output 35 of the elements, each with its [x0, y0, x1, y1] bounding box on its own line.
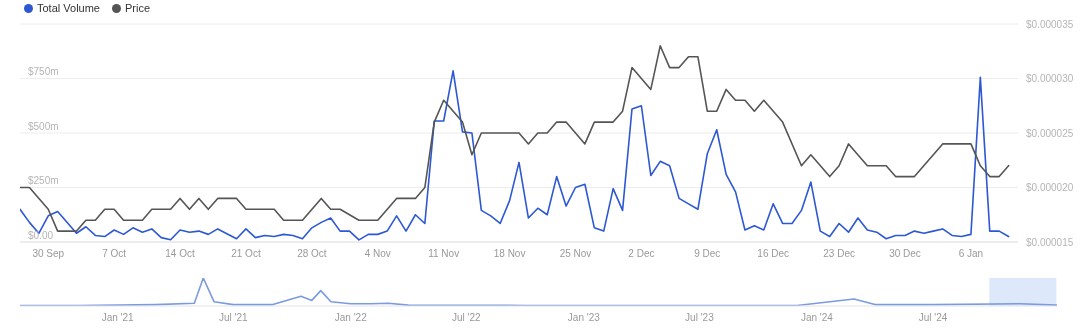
x-tick-label: Jan '23 [567, 312, 601, 324]
x-tick-label: Jul '21 [218, 312, 249, 324]
y2-tick-label: $0.000035 [1026, 18, 1074, 30]
x-tick-label: 30 Sep [32, 248, 65, 260]
x-tick-label: 14 Oct [165, 248, 195, 260]
x-tick-label: 21 Oct [231, 248, 261, 260]
x-tick-label: 9 Dec [694, 248, 721, 260]
x-tick-label: 18 Nov [493, 248, 526, 260]
x-tick-label: Jul '24 [918, 312, 948, 324]
y2-tick-label: $0.000030 [1026, 73, 1074, 85]
x-tick-label: 25 Nov [559, 248, 592, 260]
x-tick-label: 7 Oct [102, 248, 127, 260]
legend-label: Total Volume [37, 2, 100, 14]
x-tick-label: 11 Nov [428, 248, 460, 260]
y2-tick-label: $0.000025 [1026, 127, 1074, 139]
x-tick-label: Jul '23 [685, 312, 715, 324]
y-tick-label: $500m [28, 120, 59, 132]
x-tick-label: 16 Dec [757, 248, 790, 260]
y-tick-label: $0.00 [28, 229, 54, 241]
x-tick-label: Jan '21 [101, 312, 135, 324]
x-tick-label: 23 Dec [823, 248, 855, 260]
x-tick-label: 30 Dec [889, 248, 921, 260]
x-tick-label: 6 Jan [958, 248, 984, 260]
x-tick-label: Jul '22 [452, 312, 482, 324]
x-tick-label: Jan '24 [800, 312, 834, 324]
y-tick-label: $250m [28, 175, 59, 187]
x-tick-label: 2 Dec [628, 248, 655, 260]
y2-tick-label: $0.000015 [1026, 236, 1074, 248]
y-tick-label: $750m [28, 66, 59, 78]
legend-label: Price [124, 2, 151, 14]
x-tick-label: Jan '22 [334, 312, 368, 324]
line-series [20, 45, 1010, 232]
x-tick-label: 28 Oct [297, 248, 327, 260]
x-tick-label: 4 Nov [364, 248, 391, 260]
y2-tick-label: $0.000020 [1026, 182, 1074, 194]
